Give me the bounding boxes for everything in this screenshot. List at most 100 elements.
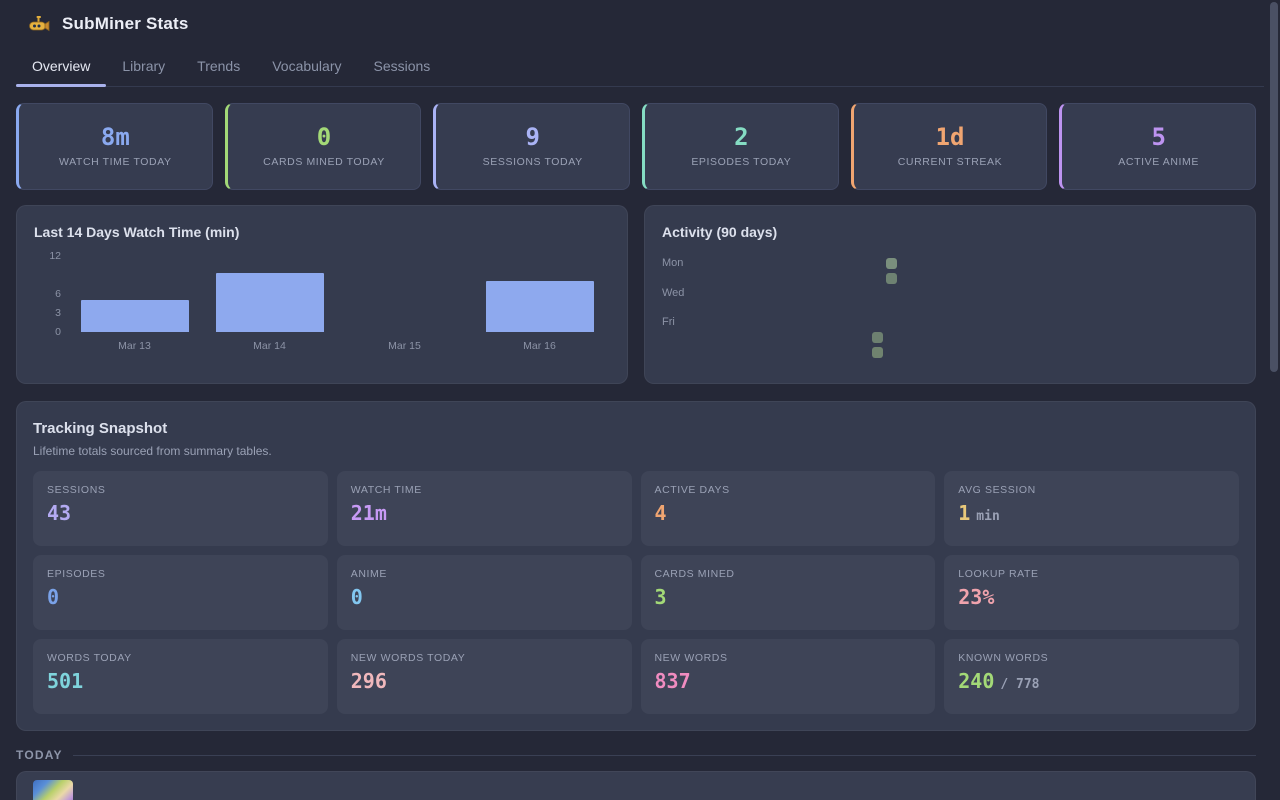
snapshot-tile-new-words-today: NEW WORDS TODAY 296 [336, 639, 632, 714]
stat-card-watch-time-today: 8m WATCH TIME TODAY [16, 103, 213, 190]
snapshot-tile-watch-time: WATCH TIME 21m [336, 471, 632, 546]
heatmap-row-label-wed: Wed [662, 286, 685, 299]
today-divider [72, 754, 1256, 756]
heatmap-active-cell [886, 257, 898, 269]
today-section: TODAY [0, 748, 1280, 800]
stat-value: 5 [1151, 123, 1166, 151]
tile-value: 0 [350, 585, 363, 609]
tile-value-row: 240 / 778 [958, 671, 1225, 692]
tab-overview[interactable]: Overview [16, 48, 107, 87]
snapshot-tile-sessions: SESSIONS 43 [33, 471, 328, 546]
scrollbar-track [1268, 0, 1280, 800]
stat-label: EPISODES TODAY [691, 156, 792, 168]
tile-value: 240 [958, 669, 995, 693]
app-title: SubMiner Stats [62, 14, 189, 33]
heatmap-title: Activity (90 days) [662, 224, 778, 240]
tab-sessions[interactable]: Sessions [373, 58, 431, 74]
stat-label: WATCH TIME TODAY [58, 156, 172, 168]
tile-value-row: 296 [351, 671, 618, 691]
tile-value-row: 21m [351, 503, 618, 523]
tile-label: NEW WORDS [654, 652, 728, 664]
snapshot-title: Tracking Snapshot [33, 420, 168, 437]
stat-value: 2 [734, 123, 749, 151]
activity-heatmap-panel: Activity (90 days) Mon Wed Fri [644, 205, 1256, 384]
tile-label: SESSIONS [47, 484, 106, 496]
tile-label: WORDS TODAY [47, 652, 132, 664]
tile-value: 1 [958, 501, 971, 525]
bar-mar-14 [215, 273, 324, 332]
tile-label: EPISODES [47, 568, 106, 580]
snapshot-tile-new-words: NEW WORDS 837 [640, 639, 936, 714]
tile-label: CARDS MINED [654, 568, 735, 580]
snapshot-tile-cards-mined: CARDS MINED 3 [640, 555, 936, 630]
tile-value: 296 [350, 669, 387, 693]
tile-value-row: 0 [351, 587, 618, 607]
tile-label: NEW WORDS TODAY [350, 652, 466, 664]
charts-row: Last 14 Days Watch Time (min) 0 3 6 12 Mar 1… [16, 205, 1256, 384]
heatmap-row-label-mon: Mon [662, 257, 684, 270]
tab-library[interactable]: Library [122, 58, 166, 74]
snapshot-tile-episodes: EPISODES 0 [33, 555, 328, 630]
snapshot-tile-lookup-rate: LOOKUP RATE 23% [944, 555, 1239, 630]
x-axis-label: Mar 16 [523, 340, 556, 352]
tile-value: 3 [654, 585, 667, 609]
stat-card-episodes-today: 2 EPISODES TODAY [642, 103, 839, 190]
anime-thumbnail [33, 780, 73, 800]
y-axis-tick: 12 [49, 250, 61, 262]
tile-label: KNOWN WORDS [958, 652, 1049, 664]
stat-label: ACTIVE ANIME [1118, 156, 1200, 168]
tile-label: AVG SESSION [958, 484, 1036, 496]
x-axis-label: Mar 14 [253, 340, 286, 352]
tile-label: ACTIVE DAYS [654, 484, 730, 496]
stat-cards-row: 8m WATCH TIME TODAY 0 CARDS MINED TODAY 9 SES… [16, 103, 1256, 190]
bar-mar-13 [80, 300, 189, 332]
tile-value-row: 23% [958, 587, 1225, 607]
y-axis-tick: 3 [55, 307, 61, 319]
x-axis-label: Mar 13 [118, 340, 151, 352]
tile-value-row: 837 [655, 671, 922, 691]
snapshot-tile-active-days: ACTIVE DAYS 4 [640, 471, 936, 546]
stat-value: 8m [100, 123, 130, 151]
submarine-icon [28, 15, 50, 33]
tile-value-row: 43 [47, 503, 314, 523]
tile-value: 23% [958, 585, 995, 609]
snapshot-tile-words-today: WORDS TODAY 501 [33, 639, 328, 714]
stat-card-current-streak: 1d CURRENT STREAK [850, 103, 1048, 190]
app-header: SubMiner Stats [0, 0, 1280, 40]
tile-label: ANIME [350, 568, 388, 580]
tile-value-row: 3 [655, 587, 922, 607]
stat-value: 0 [316, 123, 332, 151]
tile-value-suffix: / 778 [1000, 677, 1040, 692]
stat-label: CARDS MINED TODAY [263, 156, 385, 168]
tile-value-row: 1 min [958, 503, 1225, 524]
stat-value: 9 [525, 123, 540, 151]
tile-value: 501 [47, 669, 84, 693]
tile-value-row: 4 [655, 503, 922, 523]
heatmap-row-label-fri: Fri [662, 316, 675, 329]
snapshot-tile-known-words: KNOWN WORDS 240 / 778 [944, 639, 1239, 714]
stat-value: 1d [935, 123, 965, 151]
scrollbar-thumb[interactable] [1270, 2, 1278, 372]
tile-value-suffix: min [976, 509, 1000, 524]
tile-value: 4 [654, 501, 667, 525]
today-header: TODAY [16, 748, 1256, 762]
tile-value-row: 501 [47, 671, 314, 691]
bar-mar-16 [485, 281, 594, 332]
tab-bar: Overview Library Trends Vocabulary Sessions [16, 48, 1264, 87]
snapshot-tile-avg-session: AVG SESSION 1 min [944, 471, 1239, 546]
chart-title: Last 14 Days Watch Time (min) [34, 224, 240, 240]
tab-trends[interactable]: Trends [197, 58, 241, 74]
stat-label: CURRENT STREAK [897, 156, 1003, 168]
snapshot-tile-grid: SESSIONS 43 WATCH TIME 21m ACTIVE DAYS 4 AVG S… [33, 471, 1239, 714]
tile-value: 0 [47, 585, 60, 609]
stat-card-sessions-today: 9 SESSIONS TODAY [433, 103, 630, 190]
tab-vocabulary[interactable]: Vocabulary [272, 58, 342, 74]
today-card[interactable] [16, 771, 1256, 800]
heatmap-active-cell [886, 272, 898, 284]
x-axis-label: Mar 15 [388, 340, 421, 352]
tile-label: LOOKUP RATE [958, 568, 1039, 580]
y-axis-tick: 0 [55, 326, 61, 338]
y-axis-tick: 6 [55, 288, 61, 300]
tile-value: 43 [47, 501, 72, 525]
tile-value: 837 [654, 669, 691, 693]
